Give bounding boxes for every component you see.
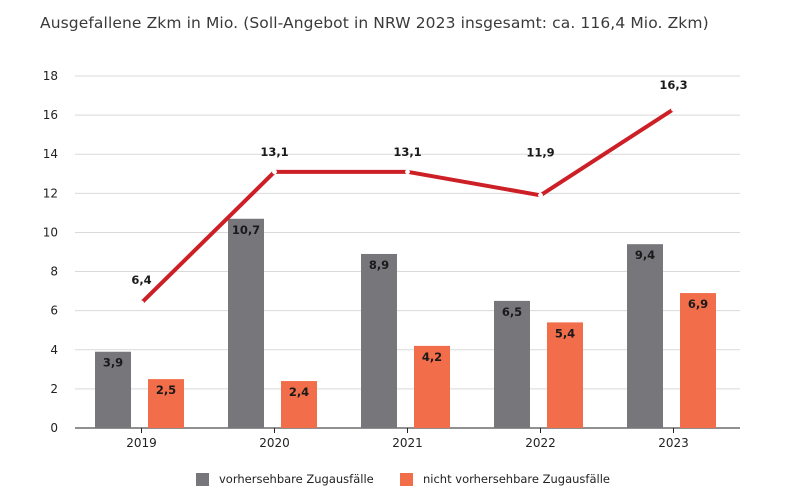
x-tick-label: 2022 <box>525 436 556 450</box>
line-point <box>405 169 410 175</box>
line-point <box>538 192 543 198</box>
legend-swatch-nicht-vorhersehbare <box>400 472 413 486</box>
y-tick-label: 0 <box>50 421 58 435</box>
x-tick-label: 2019 <box>126 436 157 450</box>
legend-label-vorhersehbare: vorhersehbare Zugausfälle <box>219 472 374 486</box>
y-tick-label: 14 <box>43 147 58 161</box>
data-label-vorhersehbare: 3,9 <box>103 356 123 370</box>
bar-nicht-vorhersehbare <box>680 293 716 428</box>
data-label-line: 6,4 <box>131 273 151 287</box>
data-label-nicht-vorhersehbare: 2,5 <box>156 383 176 397</box>
data-label-line: 11,9 <box>526 145 554 159</box>
x-tick-label: 2021 <box>392 436 423 450</box>
legend-swatch-vorhersehbare <box>196 472 209 486</box>
line-point <box>671 106 676 112</box>
bar-vorhersehbare <box>494 300 530 428</box>
bar-vorhersehbare <box>627 244 663 428</box>
legend-item-vorhersehbare: vorhersehbare Zugausfälle <box>196 472 374 486</box>
line-total <box>139 107 676 305</box>
y-tick-label: 18 <box>43 69 58 83</box>
x-tick-label: 2020 <box>259 436 290 450</box>
legend-item-nicht-vorhersehbare: nicht vorhersehbare Zugausfälle <box>400 472 610 486</box>
y-tick-label: 12 <box>43 186 58 200</box>
data-label-line: 13,1 <box>260 145 288 159</box>
y-tick-label: 8 <box>50 265 58 279</box>
legend-label-nicht-vorhersehbare: nicht vorhersehbare Zugausfälle <box>423 472 610 486</box>
y-tick-label: 6 <box>50 304 58 318</box>
data-label-vorhersehbare: 8,9 <box>369 258 389 272</box>
data-label-nicht-vorhersehbare: 2,4 <box>289 385 309 399</box>
x-tick-label: 2023 <box>658 436 689 450</box>
bar-vorhersehbare <box>361 253 397 428</box>
bar-vorhersehbare <box>228 218 264 428</box>
data-label-vorhersehbare: 10,7 <box>232 223 260 237</box>
bar-nicht-vorhersehbare <box>148 379 184 428</box>
bar-vorhersehbare <box>95 351 131 428</box>
data-label-nicht-vorhersehbare: 5,4 <box>555 326 575 340</box>
line-point <box>272 169 277 175</box>
bar-nicht-vorhersehbare <box>547 322 583 428</box>
y-tick-label: 2 <box>50 382 58 396</box>
bar-nicht-vorhersehbare <box>414 345 450 428</box>
data-label-line: 16,3 <box>659 78 687 92</box>
data-label-line: 13,1 <box>393 145 421 159</box>
data-label-nicht-vorhersehbare: 4,2 <box>422 350 442 364</box>
data-label-vorhersehbare: 6,5 <box>502 305 522 319</box>
line-point <box>139 300 144 306</box>
chart-title: Ausgefallene Zkm in Mio. (Soll-Angebot i… <box>40 14 709 32</box>
data-label-nicht-vorhersehbare: 6,9 <box>688 297 708 311</box>
y-tick-label: 16 <box>43 108 58 122</box>
y-tick-label: 10 <box>43 225 58 239</box>
data-label-vorhersehbare: 9,4 <box>635 248 655 262</box>
y-tick-label: 4 <box>50 343 58 357</box>
bar-nicht-vorhersehbare <box>281 381 317 428</box>
